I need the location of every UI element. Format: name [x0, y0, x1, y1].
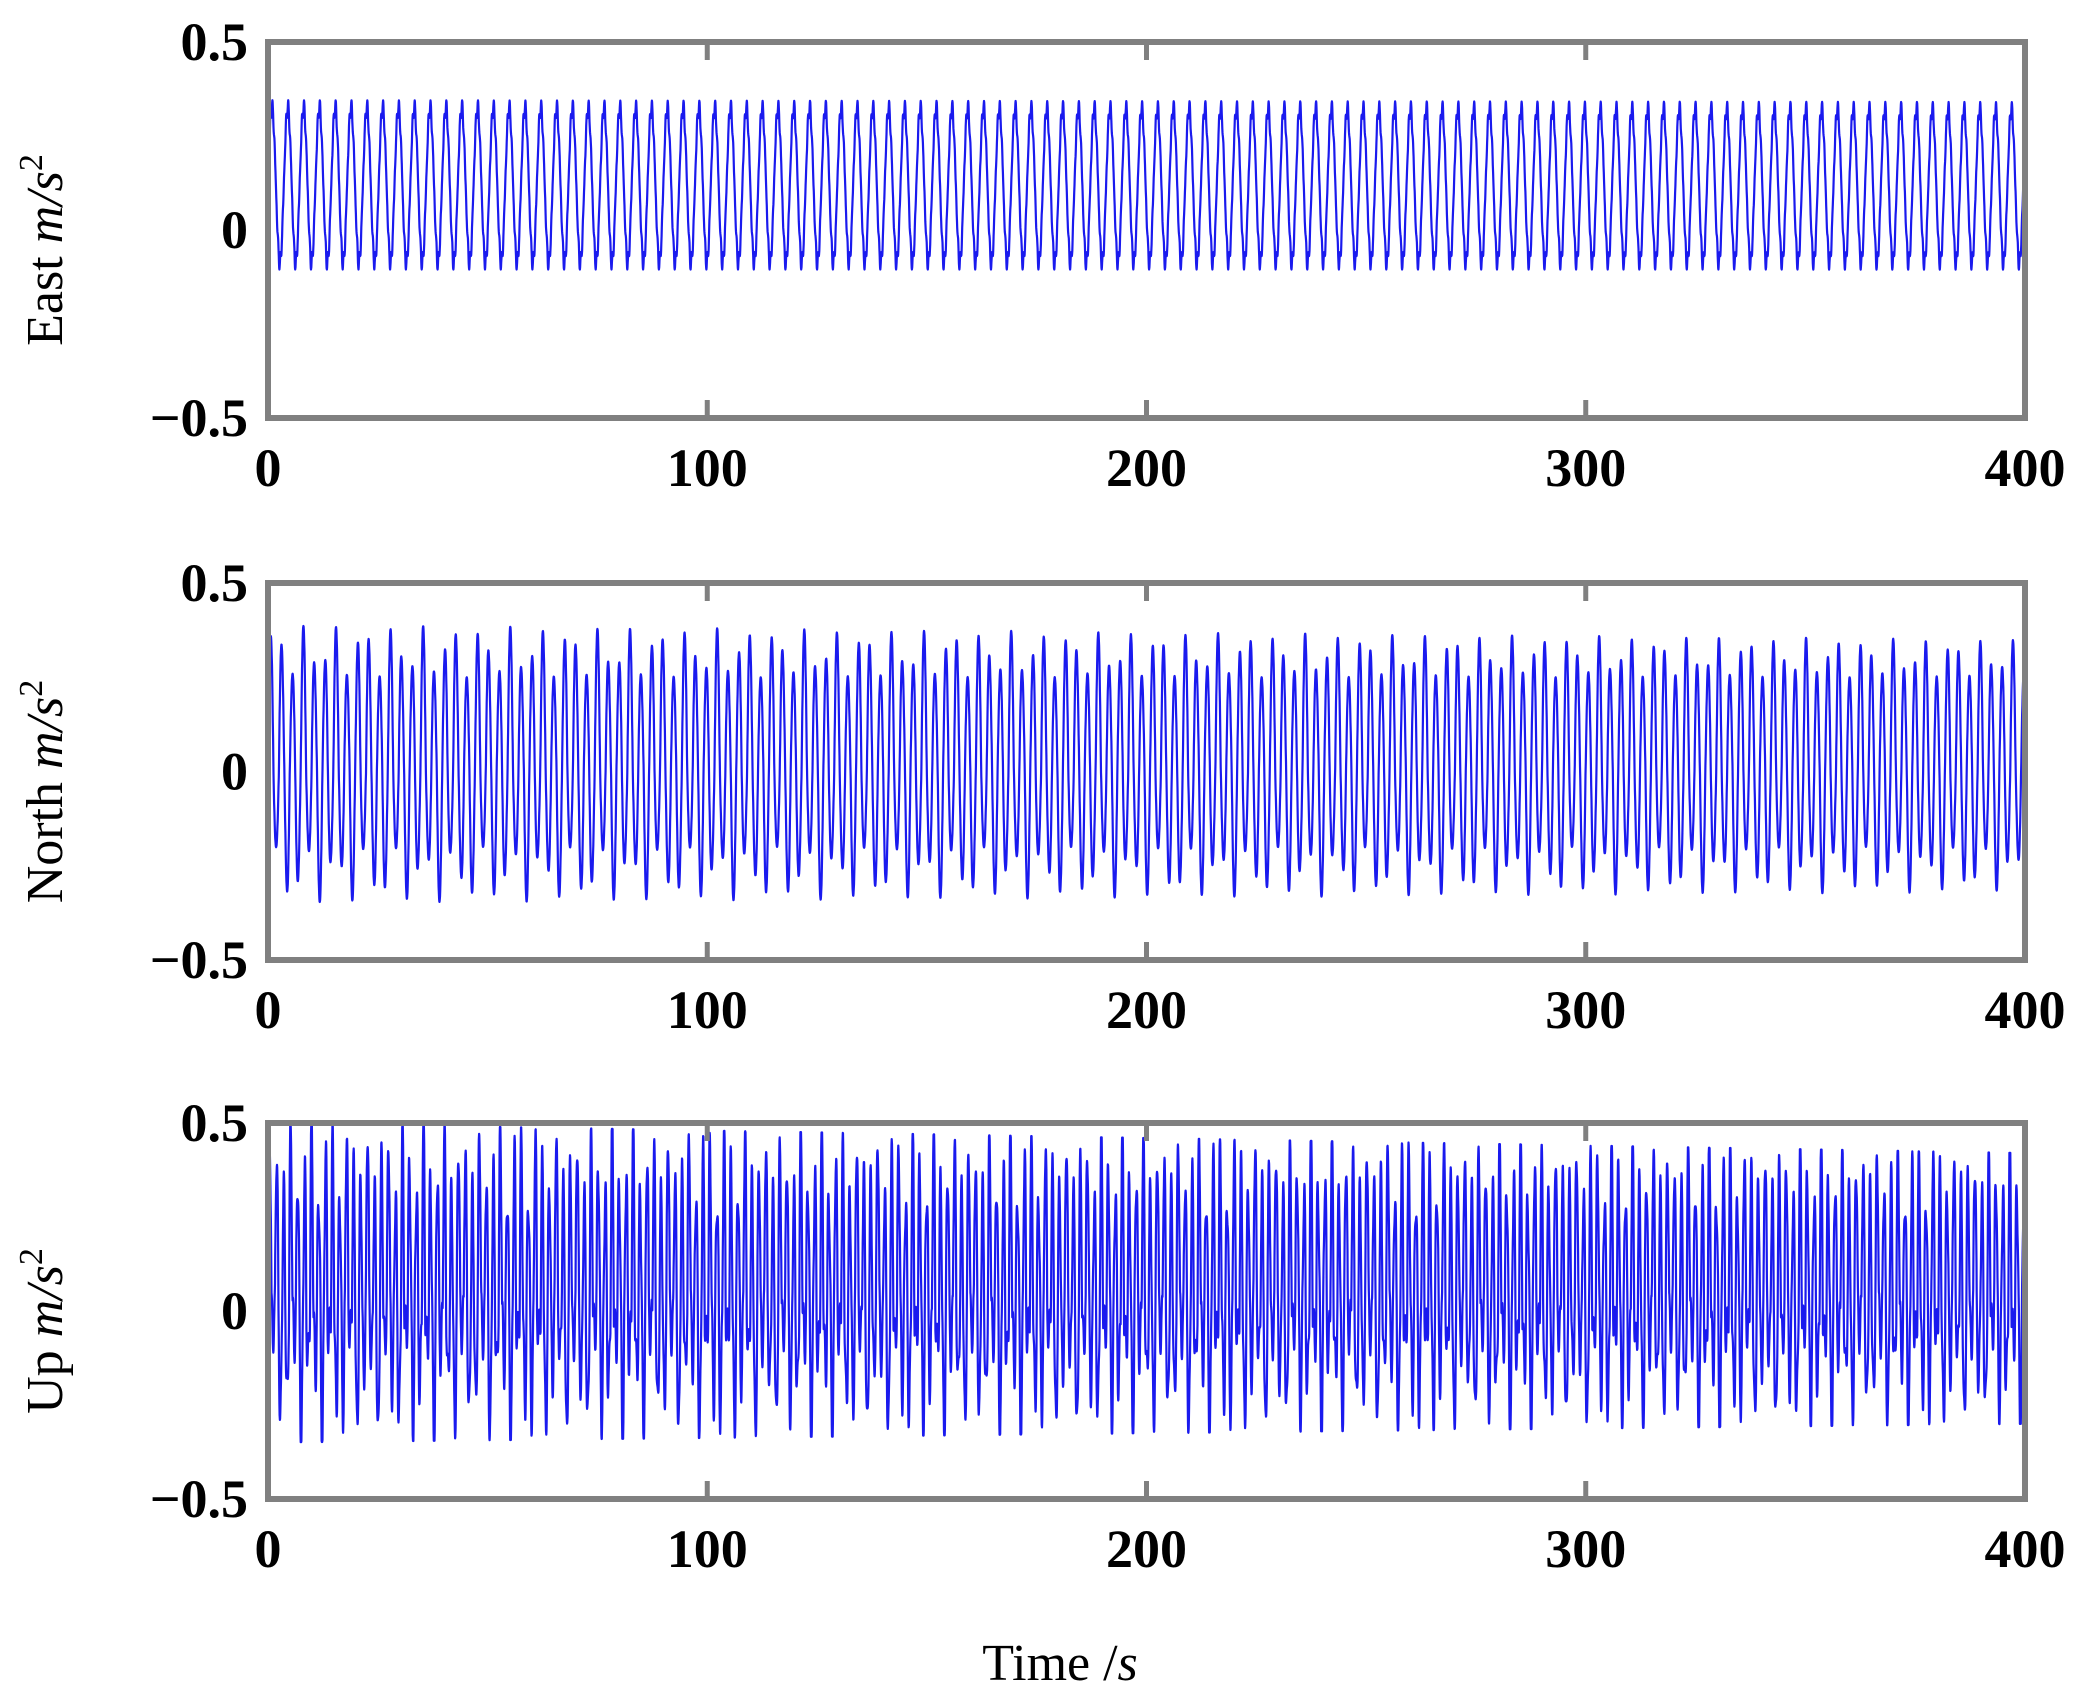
y-tick-label: 0.5 [181, 12, 249, 72]
y-tick-label: 0.5 [181, 553, 249, 613]
x-axis-label: Time /s [982, 1635, 1138, 1692]
x-tick-label: 400 [1985, 438, 2066, 498]
x-tick-label: 200 [1106, 1519, 1187, 1579]
y-tick-label: 0 [221, 200, 248, 260]
x-tick-label: 300 [1545, 980, 1626, 1040]
x-tick-label: 0 [255, 980, 282, 1040]
y-tick-label: −0.5 [150, 1469, 248, 1529]
x-tick-label: 400 [1985, 980, 2066, 1040]
plot-frame [265, 580, 2028, 963]
y-tick-label: 0 [221, 742, 248, 802]
y-axis-label: Up m/s2 [13, 1248, 74, 1414]
plot-frame [265, 1120, 2028, 1502]
x-tick-label: 0 [255, 438, 282, 498]
x-tick-label: 300 [1545, 438, 1626, 498]
x-tick-label: 400 [1985, 1519, 2066, 1579]
x-tick-label: 200 [1106, 980, 1187, 1040]
y-tick-label: −0.5 [150, 388, 248, 448]
y-tick-label: 0.5 [181, 1093, 249, 1153]
x-tick-label: 0 [255, 1519, 282, 1579]
y-tick-label: 0 [221, 1281, 248, 1341]
y-axis-label: North m/s2 [13, 680, 74, 904]
x-tick-label: 100 [667, 438, 748, 498]
series-line-3 [268, 1123, 2025, 1444]
x-tick-label: 100 [667, 980, 748, 1040]
x-tick-label: 100 [667, 1519, 748, 1579]
series-line-2 [268, 624, 2025, 904]
y-tick-label: −0.5 [150, 930, 248, 990]
y-axis-label: East m/s2 [13, 154, 74, 346]
series-line-1 [268, 99, 2025, 271]
x-tick-label: 200 [1106, 438, 1187, 498]
x-tick-label: 300 [1545, 1519, 1626, 1579]
